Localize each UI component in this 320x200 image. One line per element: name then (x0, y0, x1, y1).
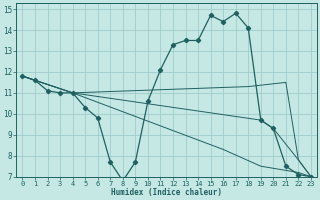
X-axis label: Humidex (Indice chaleur): Humidex (Indice chaleur) (111, 188, 222, 197)
